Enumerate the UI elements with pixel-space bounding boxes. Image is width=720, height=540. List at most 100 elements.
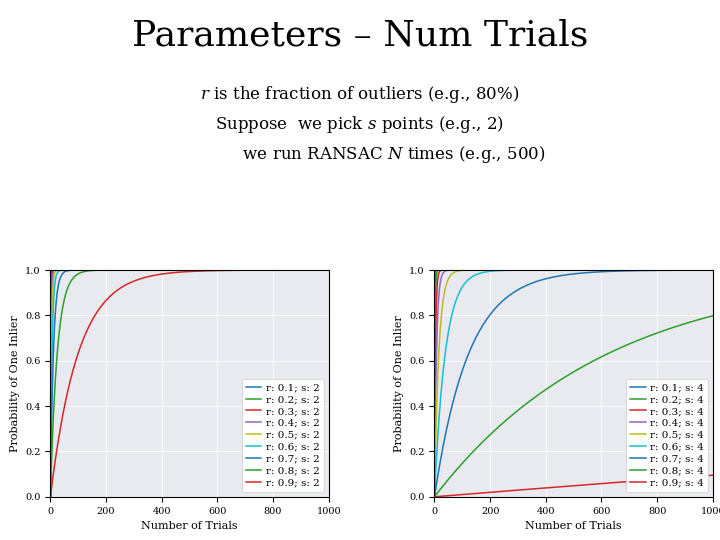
r: 0.6; s: 2: (460, 1): 0.6; s: 2: (460, 1) <box>174 267 183 273</box>
r: 0.4; s: 4: (1e+03, 1): 0.4; s: 4: (1e+03, 1) <box>708 267 717 273</box>
r: 0.3; s: 2: (971, 1): 0.3; s: 2: (971, 1) <box>316 267 325 273</box>
r: 0.6; s: 2: (1e+03, 1): 0.6; s: 2: (1e+03, 1) <box>325 267 333 273</box>
r: 0.2; s: 4: (71, 1): 0.2; s: 4: (71, 1) <box>450 267 459 273</box>
r: 0.8; s: 2: (486, 1): 0.8; s: 2: (486, 1) <box>181 267 190 273</box>
Y-axis label: Probability of One Inlier: Probability of One Inlier <box>394 315 404 452</box>
r: 0.7; s: 2: (788, 1): 0.7; s: 2: (788, 1) <box>266 267 274 273</box>
r: 0.7; s: 4: (1e+03, 1): 0.7; s: 4: (1e+03, 1) <box>708 267 717 273</box>
r: 0.3; s: 2: (1e+03, 1): 0.3; s: 2: (1e+03, 1) <box>325 267 333 273</box>
r: 0.8; s: 4: (787, 0.717): 0.8; s: 4: (787, 0.717) <box>649 331 658 338</box>
r: 0.3; s: 4: (1e+03, 1): 0.3; s: 4: (1e+03, 1) <box>708 267 717 273</box>
r: 0.5; s: 2: (0, 0): 0.5; s: 2: (0, 0) <box>46 494 55 500</box>
r: 0.4; s: 4: (51, 0.999): 0.4; s: 4: (51, 0.999) <box>444 267 453 273</box>
r: 0.5; s: 4: (788, 1): 0.5; s: 4: (788, 1) <box>649 267 658 273</box>
r: 0.4; s: 4: (0, 0): 0.4; s: 4: (0, 0) <box>430 494 438 500</box>
r: 0.7; s: 4: (971, 1): 0.7; s: 4: (971, 1) <box>701 267 709 273</box>
r: 0.8; s: 2: (51, 0.875): 0.8; s: 2: (51, 0.875) <box>60 295 69 301</box>
r: 0.3; s: 4: (137, 1): 0.3; s: 4: (137, 1) <box>468 267 477 273</box>
r: 0.3; s: 2: (51, 1): 0.3; s: 2: (51, 1) <box>60 267 69 273</box>
r: 0.3; s: 2: (0, 0): 0.3; s: 2: (0, 0) <box>46 494 55 500</box>
r: 0.2; s: 4: (0, 0): 0.2; s: 4: (0, 0) <box>430 494 438 500</box>
r: 0.4; s: 2: (51, 1): 0.4; s: 2: (51, 1) <box>60 267 69 273</box>
Line: r: 0.8; s: 4: r: 0.8; s: 4 <box>434 316 713 497</box>
r: 0.6; s: 4: (787, 1): 0.6; s: 4: (787, 1) <box>649 267 658 273</box>
r: 0.5; s: 4: (1e+03, 1): 0.5; s: 4: (1e+03, 1) <box>708 267 717 273</box>
r: 0.5; s: 2: (788, 1): 0.5; s: 2: (788, 1) <box>266 267 274 273</box>
Text: $r$ is the fraction of outliers (e.g., 80%)
Suppose  we pick $s$ points (e.g., 2: $r$ is the fraction of outliers (e.g., 8… <box>174 84 546 165</box>
r: 0.5; s: 4: (971, 1): 0.5; s: 4: (971, 1) <box>701 267 709 273</box>
r: 0.8; s: 4: (460, 0.521): 0.8; s: 4: (460, 0.521) <box>558 375 567 382</box>
r: 0.8; s: 2: (971, 1): 0.8; s: 2: (971, 1) <box>317 267 325 273</box>
r: 0.9; s: 2: (0, 0): 0.9; s: 2: (0, 0) <box>46 494 55 500</box>
r: 0.4; s: 4: (788, 1): 0.4; s: 4: (788, 1) <box>649 267 658 273</box>
r: 0.6; s: 2: (0, 0): 0.6; s: 2: (0, 0) <box>46 494 55 500</box>
r: 0.9; s: 2: (486, 0.992): 0.9; s: 2: (486, 0.992) <box>181 268 190 275</box>
r: 0.8; s: 2: (460, 1): 0.8; s: 2: (460, 1) <box>174 267 183 273</box>
r: 0.5; s: 2: (971, 1): 0.5; s: 2: (971, 1) <box>316 267 325 273</box>
Line: r: 0.2; s: 2: r: 0.2; s: 2 <box>50 270 329 497</box>
r: 0.1; s: 4: (487, 1): 0.1; s: 4: (487, 1) <box>566 267 575 273</box>
r: 0.2; s: 4: (788, 1): 0.2; s: 4: (788, 1) <box>649 267 658 273</box>
Line: r: 0.4; s: 4: r: 0.4; s: 4 <box>434 270 713 497</box>
r: 0.5; s: 4: (460, 1): 0.5; s: 4: (460, 1) <box>558 267 567 273</box>
r: 0.3; s: 2: (56, 1): 0.3; s: 2: (56, 1) <box>62 267 71 273</box>
r: 0.6; s: 4: (460, 1): 0.6; s: 4: (460, 1) <box>558 267 567 273</box>
Line: r: 0.3; s: 4: r: 0.3; s: 4 <box>434 270 713 497</box>
X-axis label: Number of Trials: Number of Trials <box>526 521 622 531</box>
r: 0.2; s: 2: (1e+03, 1): 0.2; s: 2: (1e+03, 1) <box>325 267 333 273</box>
r: 0.6; s: 2: (215, 1): 0.6; s: 2: (215, 1) <box>106 267 114 273</box>
r: 0.9; s: 4: (486, 0.0475): 0.9; s: 4: (486, 0.0475) <box>565 483 574 489</box>
r: 0.4; s: 2: (971, 1): 0.4; s: 2: (971, 1) <box>317 267 325 273</box>
r: 0.7; s: 2: (397, 1): 0.7; s: 2: (397, 1) <box>157 267 166 273</box>
r: 0.2; s: 4: (971, 1): 0.2; s: 4: (971, 1) <box>701 267 709 273</box>
r: 0.6; s: 4: (51, 0.734): 0.6; s: 4: (51, 0.734) <box>444 327 453 334</box>
r: 0.4; s: 2: (971, 1): 0.4; s: 2: (971, 1) <box>316 267 325 273</box>
r: 0.8; s: 4: (51, 0.0785): 0.8; s: 4: (51, 0.0785) <box>444 476 453 482</box>
r: 0.9; s: 2: (460, 0.99): 0.9; s: 2: (460, 0.99) <box>174 269 183 275</box>
r: 0.5; s: 4: (51, 0.963): 0.5; s: 4: (51, 0.963) <box>444 275 453 282</box>
r: 0.9; s: 4: (51, 0.00509): 0.9; s: 4: (51, 0.00509) <box>444 492 453 499</box>
r: 0.7; s: 4: (0, 0): 0.7; s: 4: (0, 0) <box>430 494 438 500</box>
r: 0.8; s: 4: (971, 0.789): 0.8; s: 4: (971, 0.789) <box>701 315 709 321</box>
r: 0.3; s: 2: (971, 1): 0.3; s: 2: (971, 1) <box>317 267 325 273</box>
r: 0.1; s: 4: (460, 1): 0.1; s: 4: (460, 1) <box>558 267 567 273</box>
Line: r: 0.6; s: 4: r: 0.6; s: 4 <box>434 270 713 497</box>
r: 0.2; s: 2: (37, 1): 0.2; s: 2: (37, 1) <box>56 267 65 273</box>
r: 0.1; s: 4: (0, 0): 0.1; s: 4: (0, 0) <box>430 494 438 500</box>
r: 0.9; s: 4: (787, 0.0757): 0.9; s: 4: (787, 0.0757) <box>649 476 658 483</box>
r: 0.7; s: 4: (486, 0.981): 0.7; s: 4: (486, 0.981) <box>565 271 574 278</box>
r: 0.3; s: 2: (487, 1): 0.3; s: 2: (487, 1) <box>181 267 190 273</box>
r: 0.3; s: 4: (0, 0): 0.3; s: 4: (0, 0) <box>430 494 438 500</box>
r: 0.2; s: 2: (487, 1): 0.2; s: 2: (487, 1) <box>181 267 190 273</box>
r: 0.4; s: 4: (971, 1): 0.4; s: 4: (971, 1) <box>701 267 709 273</box>
r: 0.6; s: 4: (971, 1): 0.6; s: 4: (971, 1) <box>701 267 709 273</box>
r: 0.1; s: 2: (487, 1): 0.1; s: 2: (487, 1) <box>181 267 190 273</box>
Line: r: 0.2; s: 4: r: 0.2; s: 4 <box>434 270 713 497</box>
r: 0.1; s: 2: (51.5, 1): 0.1; s: 2: (51.5, 1) <box>60 267 69 273</box>
r: 0.1; s: 2: (788, 1): 0.1; s: 2: (788, 1) <box>266 267 274 273</box>
r: 0.5; s: 2: (51, 1): 0.5; s: 2: (51, 1) <box>60 267 69 273</box>
Line: r: 0.4; s: 2: r: 0.4; s: 2 <box>50 270 329 497</box>
r: 0.9; s: 4: (0, 0): 0.9; s: 4: (0, 0) <box>430 494 438 500</box>
Line: r: 0.5; s: 2: r: 0.5; s: 2 <box>50 270 329 497</box>
r: 0.6; s: 4: (0, 0): 0.6; s: 4: (0, 0) <box>430 494 438 500</box>
r: 0.7; s: 2: (51, 0.992): 0.7; s: 2: (51, 0.992) <box>60 268 69 275</box>
r: 0.5; s: 2: (460, 1): 0.5; s: 2: (460, 1) <box>174 267 183 273</box>
r: 0.1; s: 2: (971, 1): 0.1; s: 2: (971, 1) <box>316 267 325 273</box>
r: 0.2; s: 4: (1e+03, 1): 0.2; s: 4: (1e+03, 1) <box>708 267 717 273</box>
X-axis label: Number of Trials: Number of Trials <box>141 521 238 531</box>
r: 0.1; s: 2: (460, 1): 0.1; s: 2: (460, 1) <box>174 267 183 273</box>
Line: r: 0.1; s: 2: r: 0.1; s: 2 <box>50 270 329 497</box>
r: 0.4; s: 2: (84, 1): 0.4; s: 2: (84, 1) <box>69 267 78 273</box>
r: 0.1; s: 2: (23, 1): 0.1; s: 2: (23, 1) <box>53 267 61 273</box>
r: 0.8; s: 2: (971, 1): 0.8; s: 2: (971, 1) <box>316 267 325 273</box>
r: 0.6; s: 4: (1e+03, 1): 0.6; s: 4: (1e+03, 1) <box>708 267 717 273</box>
Line: r: 0.9; s: 4: r: 0.9; s: 4 <box>434 475 713 497</box>
r: 0.1; s: 4: (971, 1): 0.1; s: 4: (971, 1) <box>701 267 709 273</box>
r: 0.9; s: 2: (1e+03, 1): 0.9; s: 2: (1e+03, 1) <box>325 267 333 273</box>
r: 0.2; s: 4: (51, 1): 0.2; s: 4: (51, 1) <box>444 267 453 273</box>
Line: r: 0.7; s: 2: r: 0.7; s: 2 <box>50 270 329 497</box>
r: 0.6; s: 2: (971, 1): 0.6; s: 2: (971, 1) <box>316 267 325 273</box>
r: 0.2; s: 2: (971, 1): 0.2; s: 2: (971, 1) <box>316 267 325 273</box>
r: 0.7; s: 2: (487, 1): 0.7; s: 2: (487, 1) <box>181 267 190 273</box>
